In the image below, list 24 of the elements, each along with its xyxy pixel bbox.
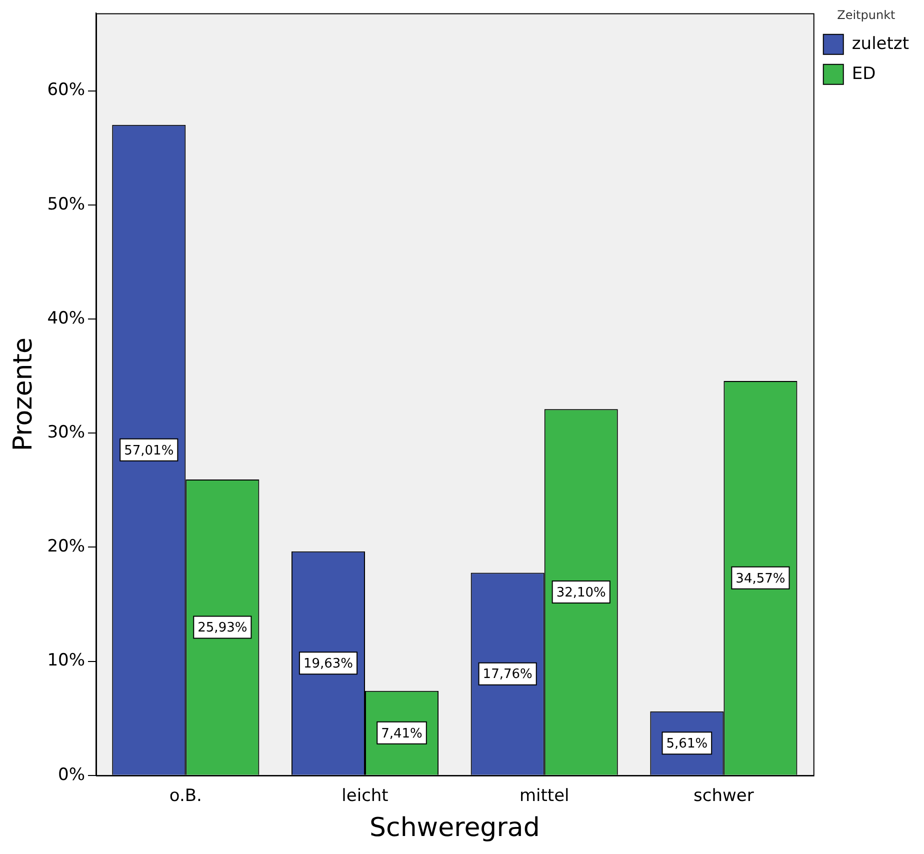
data-label: 7,41% bbox=[381, 726, 422, 742]
data-label: 32,10% bbox=[556, 585, 606, 600]
legend-title: Zeitpunkt bbox=[837, 8, 896, 22]
data-label: 57,01% bbox=[124, 443, 174, 458]
x-tick-label: o.B. bbox=[169, 786, 202, 806]
y-tick-label: 60% bbox=[47, 80, 85, 100]
y-tick-label: 20% bbox=[47, 536, 85, 557]
y-axis-title: Prozente bbox=[8, 338, 38, 452]
y-tick-label: 40% bbox=[47, 308, 85, 328]
x-tick-label: leicht bbox=[342, 786, 389, 806]
y-tick-label: 10% bbox=[47, 650, 85, 671]
y-tick-label: 0% bbox=[58, 764, 85, 785]
data-label: 17,76% bbox=[482, 667, 532, 682]
data-label: 5,61% bbox=[666, 736, 708, 752]
data-label: 25,93% bbox=[198, 620, 248, 636]
x-tick-label: mittel bbox=[519, 786, 570, 806]
data-label: 34,57% bbox=[736, 571, 786, 586]
x-axis-title: Schweregrad bbox=[370, 813, 540, 844]
legend-label: ED bbox=[852, 64, 876, 84]
data-label: 19,63% bbox=[303, 656, 354, 672]
y-tick-label: 50% bbox=[47, 194, 85, 214]
legend-label: zuletzt bbox=[852, 34, 910, 54]
y-tick-label: 30% bbox=[47, 422, 85, 443]
x-tick-label: schwer bbox=[694, 786, 754, 806]
